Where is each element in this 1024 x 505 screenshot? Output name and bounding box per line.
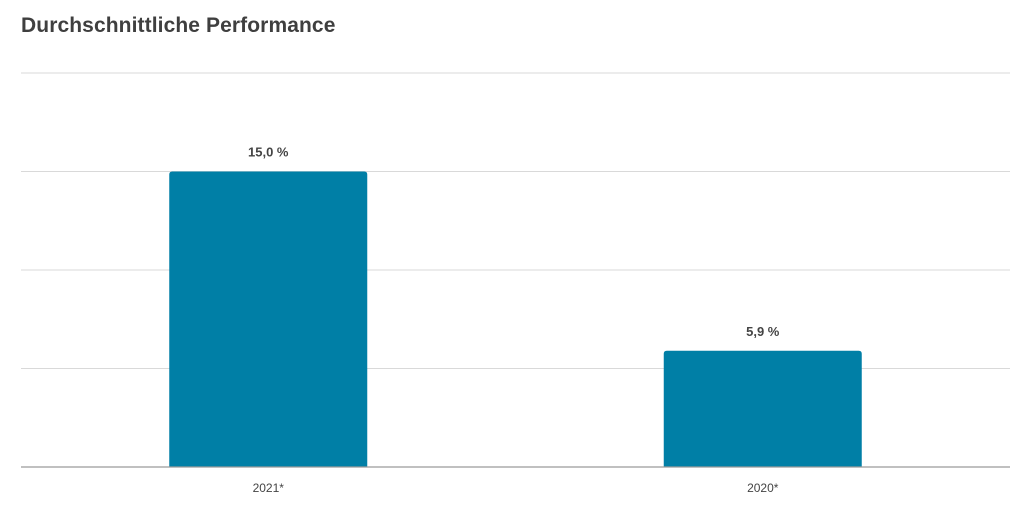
chart-title: Durchschnittliche Performance <box>21 14 336 37</box>
bar[interactable] <box>663 350 862 467</box>
x-tick-label: 2021* <box>253 481 285 495</box>
x-tick-labels: 2021* 2020* <box>253 481 779 495</box>
data-label: 15,0 % <box>248 145 289 160</box>
bar[interactable] <box>169 171 368 468</box>
data-label: 5,9 % <box>746 324 780 339</box>
x-tick-label: 2020* <box>747 481 779 495</box>
data-labels: 15,0 % 5,9 % <box>248 145 780 339</box>
bars <box>169 171 862 468</box>
